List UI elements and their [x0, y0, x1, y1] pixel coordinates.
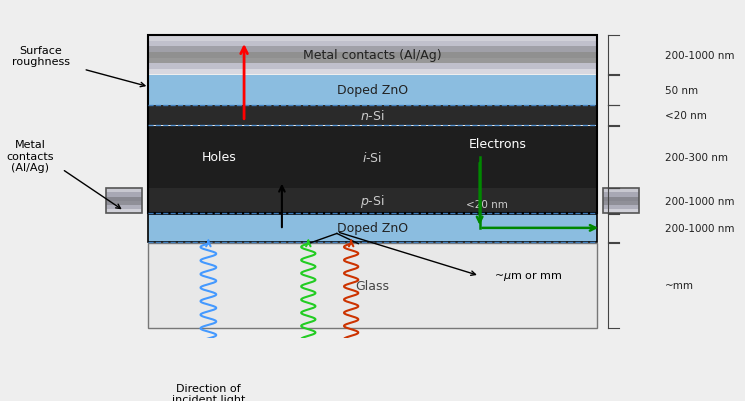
- Bar: [148, 64, 597, 69]
- Text: Metal contacts (Al/Ag): Metal contacts (Al/Ag): [303, 49, 442, 62]
- Text: 200-1000 nm: 200-1000 nm: [665, 51, 735, 61]
- Bar: [603, 188, 638, 193]
- Text: Doped ZnO: Doped ZnO: [337, 84, 408, 97]
- Text: <20 nm: <20 nm: [466, 199, 508, 209]
- Bar: [603, 205, 638, 210]
- Bar: [148, 243, 597, 328]
- Bar: [603, 209, 638, 214]
- Bar: [148, 126, 597, 188]
- Text: Holes: Holes: [202, 151, 236, 164]
- Text: Surface
roughness: Surface roughness: [12, 46, 69, 67]
- Bar: [603, 197, 638, 201]
- Text: ~$\mu$m or mm: ~$\mu$m or mm: [494, 269, 562, 283]
- Text: Metal
contacts
(Al/Ag): Metal contacts (Al/Ag): [6, 140, 54, 173]
- Bar: [603, 192, 638, 197]
- Bar: [107, 188, 142, 193]
- Bar: [148, 243, 597, 328]
- Bar: [148, 41, 597, 47]
- Text: Electrons: Electrons: [469, 137, 527, 150]
- Bar: [148, 189, 597, 214]
- Text: $\it{p}$-Si: $\it{p}$-Si: [360, 193, 385, 210]
- Text: 200-1000 nm: 200-1000 nm: [665, 223, 735, 233]
- Bar: [148, 47, 597, 53]
- Bar: [107, 209, 142, 214]
- Bar: [148, 69, 597, 75]
- Bar: [148, 53, 597, 59]
- Text: ~mm: ~mm: [665, 281, 694, 291]
- Bar: [148, 36, 597, 214]
- Text: Glass: Glass: [355, 279, 390, 292]
- Bar: [148, 214, 597, 242]
- Text: $\it{i}$-Si: $\it{i}$-Si: [363, 150, 383, 164]
- Bar: [107, 201, 142, 205]
- Bar: [148, 76, 597, 105]
- Bar: [107, 188, 142, 214]
- Text: $\it{n}$-Si: $\it{n}$-Si: [361, 109, 385, 123]
- Bar: [107, 205, 142, 210]
- Bar: [148, 106, 597, 126]
- Text: Direction of
incident light: Direction of incident light: [171, 383, 245, 401]
- Text: Doped ZnO: Doped ZnO: [337, 222, 408, 235]
- Bar: [603, 188, 638, 214]
- Text: 200-1000 nm: 200-1000 nm: [665, 196, 735, 206]
- Bar: [107, 192, 142, 197]
- Bar: [603, 201, 638, 205]
- Text: 200-300 nm: 200-300 nm: [665, 152, 729, 162]
- Bar: [148, 214, 597, 242]
- Bar: [107, 197, 142, 201]
- Bar: [148, 58, 597, 64]
- Bar: [148, 36, 597, 42]
- Text: <20 nm: <20 nm: [665, 111, 707, 121]
- Text: 50 nm: 50 nm: [665, 85, 698, 95]
